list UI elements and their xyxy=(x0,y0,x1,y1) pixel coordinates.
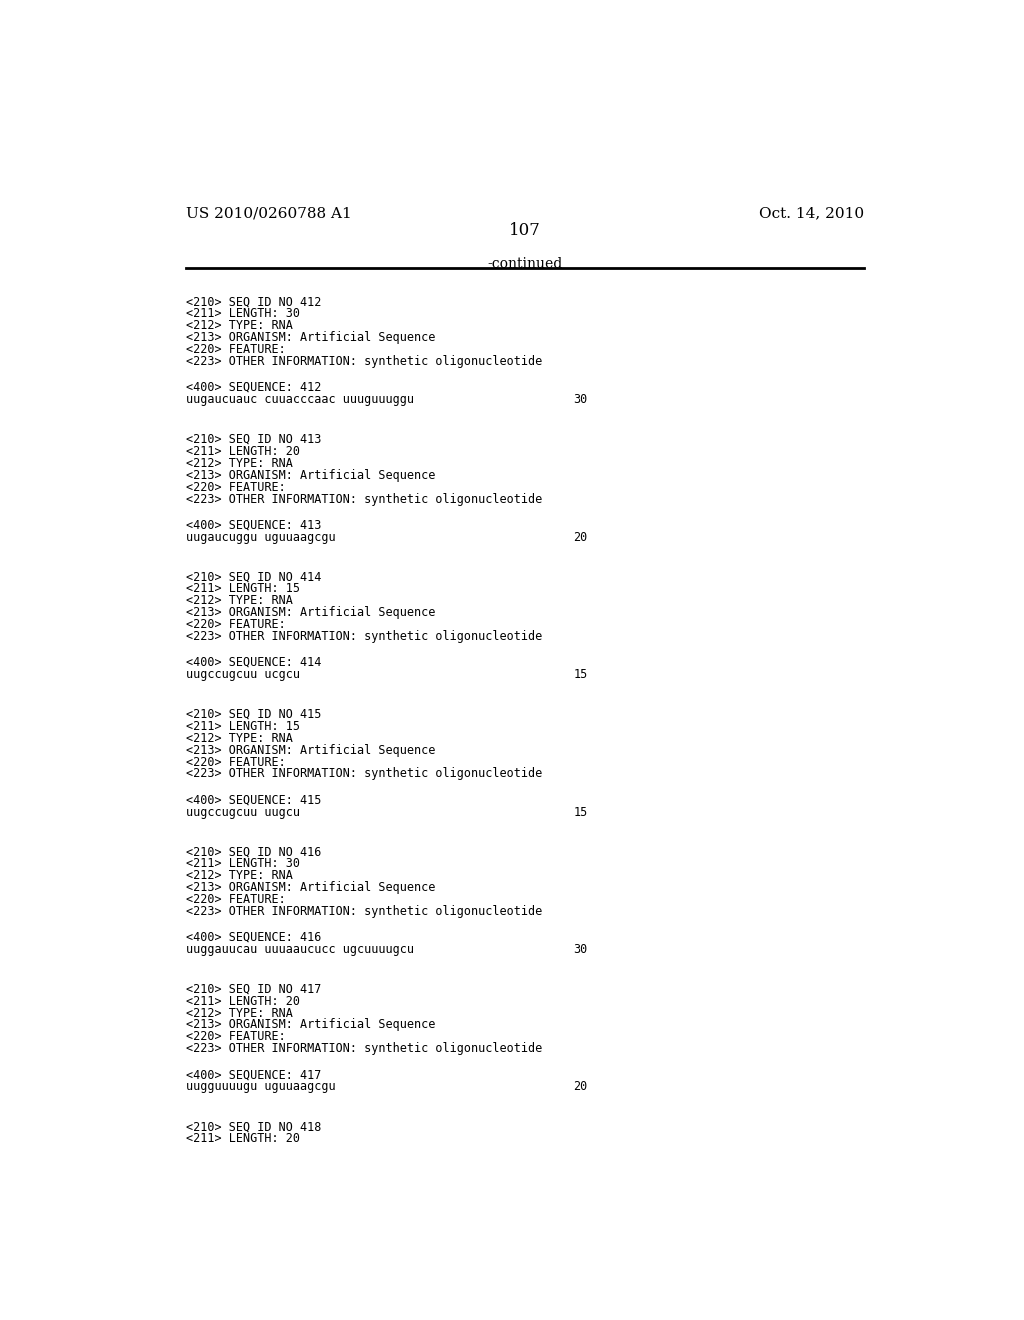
Text: <210> SEQ ID NO 413: <210> SEQ ID NO 413 xyxy=(186,433,322,446)
Text: <400> SEQUENCE: 413: <400> SEQUENCE: 413 xyxy=(186,519,322,532)
Text: <211> LENGTH: 20: <211> LENGTH: 20 xyxy=(186,445,300,458)
Text: <223> OTHER INFORMATION: synthetic oligonucleotide: <223> OTHER INFORMATION: synthetic oligo… xyxy=(186,630,543,643)
Text: <223> OTHER INFORMATION: synthetic oligonucleotide: <223> OTHER INFORMATION: synthetic oligo… xyxy=(186,492,543,506)
Text: 20: 20 xyxy=(573,1081,588,1093)
Text: uugaucuauc cuuacccaac uuuguuuggu: uugaucuauc cuuacccaac uuuguuuggu xyxy=(186,393,414,407)
Text: uuggauucau uuuaaucucc ugcuuuugcu: uuggauucau uuuaaucucc ugcuuuugcu xyxy=(186,942,414,956)
Text: 30: 30 xyxy=(573,942,588,956)
Text: <211> LENGTH: 30: <211> LENGTH: 30 xyxy=(186,308,300,321)
Text: uugguuuugu uguuaagcgu: uugguuuugu uguuaagcgu xyxy=(186,1081,336,1093)
Text: <213> ORGANISM: Artificial Sequence: <213> ORGANISM: Artificial Sequence xyxy=(186,1019,435,1031)
Text: <210> SEQ ID NO 412: <210> SEQ ID NO 412 xyxy=(186,296,322,309)
Text: <210> SEQ ID NO 416: <210> SEQ ID NO 416 xyxy=(186,845,322,858)
Text: <400> SEQUENCE: 417: <400> SEQUENCE: 417 xyxy=(186,1068,322,1081)
Text: <400> SEQUENCE: 414: <400> SEQUENCE: 414 xyxy=(186,656,322,669)
Text: uugaucuggu uguuaagcgu: uugaucuggu uguuaagcgu xyxy=(186,531,336,544)
Text: 107: 107 xyxy=(509,222,541,239)
Text: <211> LENGTH: 15: <211> LENGTH: 15 xyxy=(186,719,300,733)
Text: <223> OTHER INFORMATION: synthetic oligonucleotide: <223> OTHER INFORMATION: synthetic oligo… xyxy=(186,1043,543,1056)
Text: <212> TYPE: RNA: <212> TYPE: RNA xyxy=(186,594,293,607)
Text: <400> SEQUENCE: 412: <400> SEQUENCE: 412 xyxy=(186,381,322,393)
Text: <400> SEQUENCE: 416: <400> SEQUENCE: 416 xyxy=(186,931,322,944)
Text: <220> FEATURE:: <220> FEATURE: xyxy=(186,1031,286,1043)
Text: <220> FEATURE:: <220> FEATURE: xyxy=(186,480,286,494)
Text: <210> SEQ ID NO 414: <210> SEQ ID NO 414 xyxy=(186,570,322,583)
Text: <220> FEATURE:: <220> FEATURE: xyxy=(186,892,286,906)
Text: <213> ORGANISM: Artificial Sequence: <213> ORGANISM: Artificial Sequence xyxy=(186,880,435,894)
Text: <212> TYPE: RNA: <212> TYPE: RNA xyxy=(186,319,293,333)
Text: uugccugcuu uugcu: uugccugcuu uugcu xyxy=(186,805,300,818)
Text: <211> LENGTH: 15: <211> LENGTH: 15 xyxy=(186,582,300,595)
Text: <210> SEQ ID NO 415: <210> SEQ ID NO 415 xyxy=(186,708,322,721)
Text: <220> FEATURE:: <220> FEATURE: xyxy=(186,618,286,631)
Text: US 2010/0260788 A1: US 2010/0260788 A1 xyxy=(186,206,352,220)
Text: <212> TYPE: RNA: <212> TYPE: RNA xyxy=(186,457,293,470)
Text: -continued: -continued xyxy=(487,257,562,271)
Text: 30: 30 xyxy=(573,393,588,407)
Text: 15: 15 xyxy=(573,805,588,818)
Text: 15: 15 xyxy=(573,668,588,681)
Text: <223> OTHER INFORMATION: synthetic oligonucleotide: <223> OTHER INFORMATION: synthetic oligo… xyxy=(186,355,543,368)
Text: <210> SEQ ID NO 418: <210> SEQ ID NO 418 xyxy=(186,1121,322,1133)
Text: <210> SEQ ID NO 417: <210> SEQ ID NO 417 xyxy=(186,982,322,995)
Text: <223> OTHER INFORMATION: synthetic oligonucleotide: <223> OTHER INFORMATION: synthetic oligo… xyxy=(186,906,543,917)
Text: Oct. 14, 2010: Oct. 14, 2010 xyxy=(759,206,864,220)
Text: <212> TYPE: RNA: <212> TYPE: RNA xyxy=(186,869,293,882)
Text: <223> OTHER INFORMATION: synthetic oligonucleotide: <223> OTHER INFORMATION: synthetic oligo… xyxy=(186,767,543,780)
Text: <211> LENGTH: 20: <211> LENGTH: 20 xyxy=(186,995,300,1007)
Text: <213> ORGANISM: Artificial Sequence: <213> ORGANISM: Artificial Sequence xyxy=(186,743,435,756)
Text: <212> TYPE: RNA: <212> TYPE: RNA xyxy=(186,731,293,744)
Text: 20: 20 xyxy=(573,531,588,544)
Text: uugccugcuu ucgcu: uugccugcuu ucgcu xyxy=(186,668,300,681)
Text: <400> SEQUENCE: 415: <400> SEQUENCE: 415 xyxy=(186,793,322,807)
Text: <212> TYPE: RNA: <212> TYPE: RNA xyxy=(186,1007,293,1019)
Text: <213> ORGANISM: Artificial Sequence: <213> ORGANISM: Artificial Sequence xyxy=(186,606,435,619)
Text: <211> LENGTH: 30: <211> LENGTH: 30 xyxy=(186,857,300,870)
Text: <220> FEATURE:: <220> FEATURE: xyxy=(186,755,286,768)
Text: <220> FEATURE:: <220> FEATURE: xyxy=(186,343,286,356)
Text: <211> LENGTH: 20: <211> LENGTH: 20 xyxy=(186,1133,300,1144)
Text: <213> ORGANISM: Artificial Sequence: <213> ORGANISM: Artificial Sequence xyxy=(186,469,435,482)
Text: <213> ORGANISM: Artificial Sequence: <213> ORGANISM: Artificial Sequence xyxy=(186,331,435,345)
